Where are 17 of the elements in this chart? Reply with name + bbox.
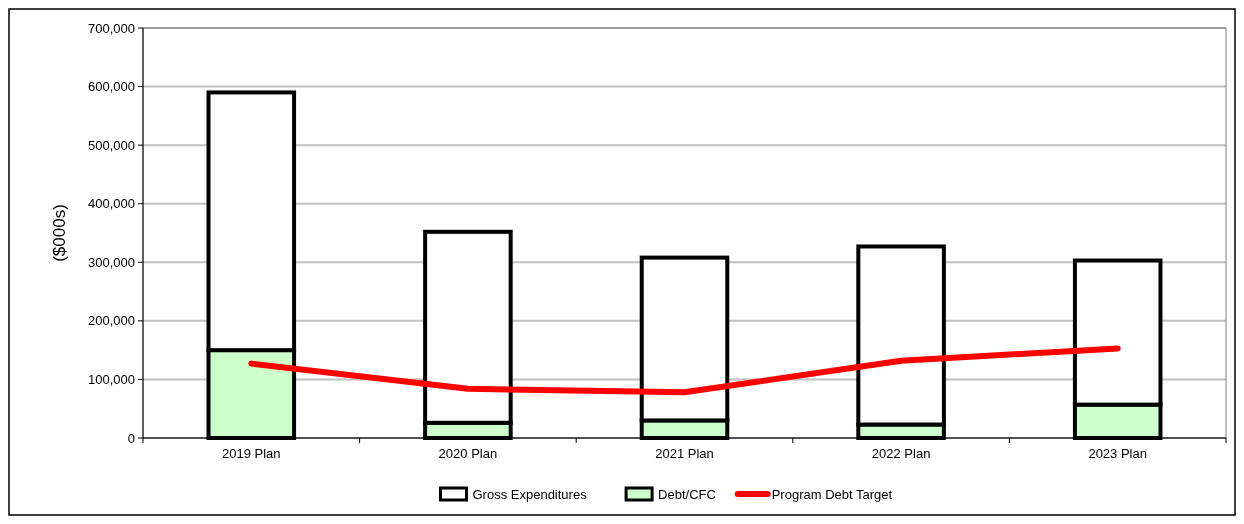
legend-label: Debt/CFC [658, 486, 716, 502]
y-tick-label: 400,000 [88, 196, 135, 212]
y-tick-label: 0 [127, 430, 135, 446]
y-tick-label: 500,000 [88, 137, 135, 153]
x-tick-label: 2021 Plan [655, 446, 714, 461]
legend-label: Program Debt Target [771, 486, 893, 502]
y-axis-title: ($000s) [50, 204, 69, 262]
x-tick-label: 2022 Plan [871, 446, 931, 461]
y-tick-label: 200,000 [88, 313, 135, 329]
y-tick-label: 700,000 [88, 20, 135, 36]
y-tick-label: 300,000 [88, 254, 135, 270]
y-tick-label: 100,000 [88, 371, 135, 387]
x-tick-label: 2023 Plan [1088, 446, 1147, 461]
y-tick-label: 600,000 [88, 79, 135, 95]
x-tick-label: 2020 Plan [438, 446, 498, 461]
x-tick-label: 2019 Plan [222, 446, 281, 461]
legend-label: Gross Expenditures [472, 486, 588, 502]
